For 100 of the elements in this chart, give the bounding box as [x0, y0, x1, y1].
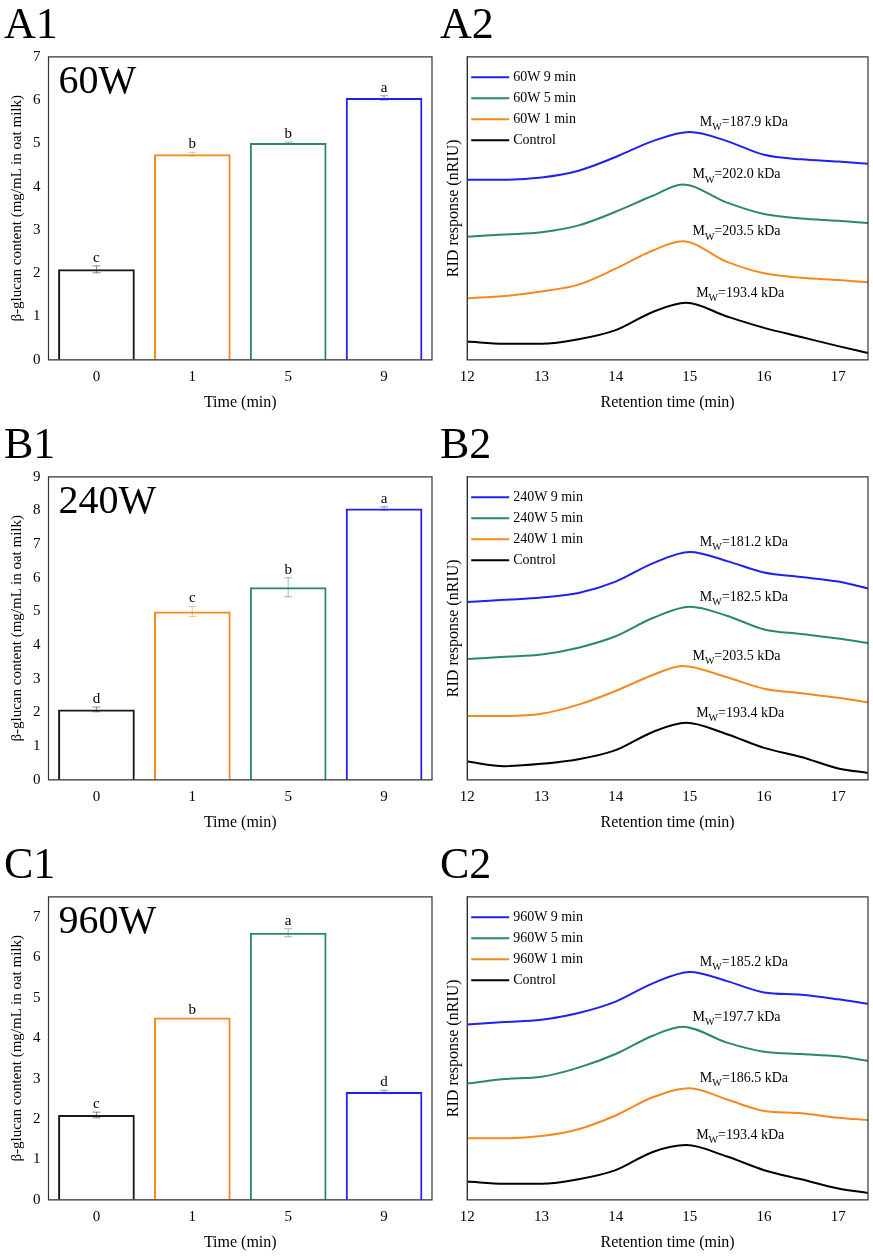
y-tick-label: 2	[33, 264, 41, 281]
legend-label: 240W 5 min	[513, 509, 583, 525]
x-axis-title: Retention time (min)	[600, 812, 735, 831]
x-tick-label: 16	[756, 367, 773, 384]
annotation: b	[188, 135, 197, 152]
y-tick-label: 1	[33, 307, 41, 324]
x-tick-label: 17	[830, 367, 847, 384]
annotation: d	[92, 690, 101, 707]
legend-label: 240W 9 min	[513, 488, 583, 504]
x-axis-title: Time (min)	[203, 1232, 277, 1251]
y-tick-label: 4	[33, 177, 41, 194]
x-tick-label: 5	[284, 367, 292, 384]
x-tick-label: 17	[830, 787, 847, 804]
x-tick-label: 14	[608, 787, 624, 804]
x-tick-label: 1	[188, 787, 197, 804]
x-tick-label: 0	[92, 367, 101, 384]
chart-title: C1	[4, 838, 56, 888]
y-tick-label: 7	[33, 907, 41, 924]
annotation: b	[284, 125, 292, 142]
y-axis-title: β-glucan content (mg/mL in oat milk)	[7, 95, 25, 322]
x-tick-label: 16	[756, 1207, 773, 1224]
legend-label: 60W 1 min	[513, 110, 576, 126]
annotation: a	[380, 489, 388, 506]
y-tick-label: 5	[33, 134, 41, 151]
y-axis-title: β-glucan content (mg/mL in oat milk)	[7, 935, 25, 1162]
y-tick-label: 3	[33, 669, 41, 686]
legend-label: 960W 1 min	[513, 950, 583, 966]
y-tick-label: 1	[33, 737, 41, 754]
annotation: b	[284, 560, 292, 577]
y-tick-label: 4	[33, 1029, 41, 1046]
x-tick-label: 5	[284, 787, 292, 804]
chart-title: B2	[440, 418, 492, 468]
y-tick-label: 8	[33, 501, 41, 518]
annotation: a	[284, 911, 292, 928]
y-tick-label: 2	[33, 703, 41, 720]
x-tick-label: 12	[459, 787, 475, 804]
y-tick-label: 9	[33, 467, 41, 484]
y-tick-label: 6	[33, 91, 41, 108]
x-tick-label: 14	[608, 1207, 624, 1224]
annotation: 960W	[58, 897, 157, 943]
x-tick-label: 14	[608, 367, 624, 384]
x-tick-label: 12	[459, 367, 475, 384]
y-tick-label: 7	[33, 47, 41, 64]
y-tick-label: 6	[33, 948, 41, 965]
chart-title: A2	[440, 0, 494, 48]
y-tick-label: 7	[33, 535, 41, 552]
annotation: c	[93, 248, 101, 265]
x-axis-title: Time (min)	[203, 812, 277, 831]
legend-label: 960W 5 min	[513, 929, 583, 945]
legend-label: 240W 1 min	[513, 530, 583, 546]
chart-title: C2	[440, 838, 492, 888]
x-tick-label: 17	[830, 1207, 847, 1224]
y-tick-label: 2	[33, 1109, 41, 1126]
x-tick-label: 0	[92, 787, 101, 804]
y-tick-label: 0	[33, 770, 41, 787]
x-tick-label: 9	[380, 787, 388, 804]
chart-title: B1	[4, 418, 56, 468]
x-tick-label: 13	[533, 367, 549, 384]
annotation: b	[188, 1000, 197, 1017]
x-axis-title: Retention time (min)	[600, 1232, 735, 1251]
x-tick-label: 1	[188, 367, 197, 384]
annotation: c	[93, 1095, 101, 1112]
y-tick-label: 4	[33, 636, 41, 653]
y-tick-label: 5	[33, 988, 41, 1005]
x-tick-label: 12	[459, 1207, 475, 1224]
annotation: a	[380, 78, 388, 95]
annotation: c	[188, 589, 196, 606]
y-tick-label: 5	[33, 602, 41, 619]
legend-label: 60W 5 min	[513, 89, 576, 105]
y-axis-title: β-glucan content (mg/mL in oat milk)	[7, 515, 25, 742]
x-tick-label: 0	[92, 1207, 101, 1224]
x-tick-label: 15	[682, 1207, 698, 1224]
annotation: d	[380, 1073, 389, 1090]
x-tick-label: 16	[756, 787, 773, 804]
y-axis-title: RID response (nRIU)	[443, 979, 462, 1118]
legend-label: Control	[513, 551, 557, 567]
x-tick-label: 1	[188, 1207, 197, 1224]
y-tick-label: 3	[33, 1069, 41, 1086]
y-tick-label: 0	[33, 350, 41, 367]
x-tick-label: 9	[380, 367, 388, 384]
y-tick-label: 0	[33, 1190, 41, 1207]
y-tick-label: 3	[33, 220, 41, 237]
y-axis-title: RID response (nRIU)	[443, 559, 462, 698]
annotation: 240W	[58, 477, 157, 523]
legend-label: Control	[513, 131, 557, 147]
y-tick-label: 1	[33, 1150, 41, 1167]
y-axis-title: RID response (nRIU)	[443, 139, 462, 278]
x-tick-label: 15	[682, 367, 698, 384]
annotation: 60W	[58, 57, 137, 103]
legend-label: 60W 9 min	[513, 68, 576, 84]
x-axis-title: Retention time (min)	[600, 392, 735, 411]
x-tick-label: 13	[533, 787, 549, 804]
x-tick-label: 13	[533, 1207, 549, 1224]
x-tick-label: 15	[682, 787, 698, 804]
legend-label: Control	[513, 971, 557, 987]
chart-title: A1	[4, 0, 58, 48]
x-tick-label: 5	[284, 1207, 292, 1224]
x-tick-label: 9	[380, 1207, 388, 1224]
x-axis-title: Time (min)	[203, 392, 277, 411]
y-tick-label: 6	[33, 568, 41, 585]
